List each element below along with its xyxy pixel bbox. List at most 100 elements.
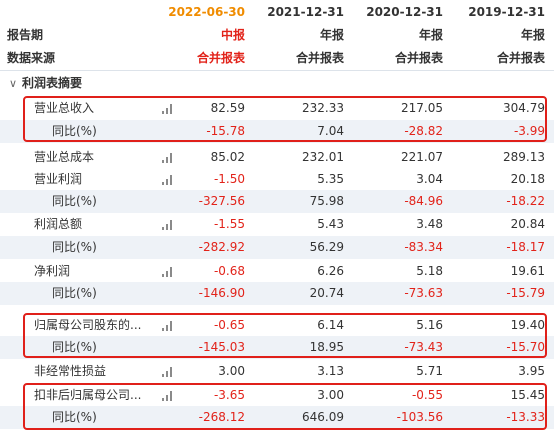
table-cell: -28.82 [404,124,443,138]
row-label: 同比(%) [52,194,97,208]
bar-chart-icon[interactable] [162,220,174,230]
table-row: 同比(%) -282.92 56.29 -83.34 -18.17 [0,236,554,259]
data-source: 合并报表 [196,51,245,65]
table-cell: -15.79 [506,286,545,300]
table-cell: -0.65 [213,318,245,332]
table-cell: -146.90 [198,286,245,300]
row-label: 营业利润 [34,172,83,186]
table-cell: 19.61 [510,264,545,278]
row-label: 营业总收入 [34,101,95,115]
row-label: 归属母公司股东的... [34,318,142,332]
report-type: 年报 [319,28,344,42]
report-type: 中报 [220,28,245,42]
table-cell: 18.95 [309,340,344,354]
table-cell: -84.96 [404,194,443,208]
row-label: 营业总成本 [34,150,95,164]
table-cell: -327.56 [198,194,245,208]
table-cell: -18.17 [506,240,545,254]
table-cell: -18.22 [506,194,545,208]
column-date[interactable]: 2022-06-30 [168,5,245,19]
header-divider [0,70,554,71]
row-label: 利润总额 [34,217,83,231]
table-cell: -103.56 [396,410,443,424]
table-cell: 646.09 [302,410,344,424]
table-cell: 3.00 [317,388,344,402]
data-source: 合并报表 [496,51,545,65]
table-cell: -282.92 [198,240,245,254]
header-report-period-row: 报告期 中报 年报 年报 年报 [0,24,554,47]
table-cell: 6.26 [317,264,344,278]
table-cell: 5.71 [416,364,443,378]
table-cell: 3.48 [416,217,443,231]
table-cell: 15.45 [510,388,545,402]
table-cell: 5.18 [416,264,443,278]
table-cell: -83.34 [404,240,443,254]
bar-chart-icon[interactable] [162,153,174,163]
table-cell: 217.05 [401,101,443,115]
highlight-box-deducted-np [23,383,547,430]
table-cell: -13.33 [506,410,545,424]
table-cell: -1.50 [213,172,245,186]
table-cell: 85.02 [210,150,245,164]
header-dates-row: 2022-06-30 2021-12-31 2020-12-31 2019-12… [0,1,554,24]
table-cell: 3.13 [317,364,344,378]
table-cell: 20.18 [510,172,545,186]
data-source: 合并报表 [394,51,443,65]
table-row: 归属母公司股东的... -0.65 6.14 5.16 19.40 [0,314,554,337]
bar-chart-icon[interactable] [162,367,174,377]
table-cell: 5.35 [317,172,344,186]
table-cell: 5.16 [416,318,443,332]
table-cell: 56.29 [309,240,344,254]
row-label: 同比(%) [52,240,97,254]
table-cell: -73.63 [404,286,443,300]
table-cell: 75.98 [309,194,344,208]
report-type: 年报 [418,28,443,42]
column-date[interactable]: 2021-12-31 [267,5,344,19]
table-cell: 82.59 [210,101,245,115]
bar-chart-icon[interactable] [162,267,174,277]
table-cell: -3.65 [213,388,245,402]
section-title: 利润表摘要 [22,76,83,90]
report-period-label: 报告期 [7,28,44,42]
table-cell: -0.55 [411,388,443,402]
bar-chart-icon[interactable] [162,321,174,331]
table-row: 扣非后归属母公司... -3.65 3.00 -0.55 15.45 [0,384,554,407]
table-cell: 3.95 [518,364,545,378]
table-row: 同比(%) -145.03 18.95 -73.43 -15.70 [0,336,554,359]
bar-chart-icon[interactable] [162,175,174,185]
table-cell: 20.84 [510,217,545,231]
bar-chart-icon[interactable] [162,391,174,401]
table-cell: -15.70 [506,340,545,354]
table-row: 同比(%) -327.56 75.98 -84.96 -18.22 [0,190,554,213]
table-cell: 19.40 [510,318,545,332]
table-cell: 5.43 [317,217,344,231]
table-row: 净利润 -0.68 6.26 5.18 19.61 [0,260,554,283]
data-source-label: 数据来源 [7,51,56,65]
row-label: 同比(%) [52,286,97,300]
data-source: 合并报表 [295,51,344,65]
row-label: 扣非后归属母公司... [34,388,142,402]
report-type: 年报 [520,28,545,42]
table-cell: 3.04 [416,172,443,186]
table-cell: -3.99 [513,124,545,138]
section-income-summary[interactable]: ∨ 利润表摘要 [0,72,554,95]
row-label: 同比(%) [52,340,97,354]
table-cell: -145.03 [198,340,245,354]
table-cell: 232.33 [302,101,344,115]
table-cell: 6.14 [317,318,344,332]
chevron-down-icon[interactable]: ∨ [9,77,18,90]
table-cell: 221.07 [401,150,443,164]
table-row: 同比(%) -15.78 7.04 -28.82 -3.99 [0,120,554,143]
table-row: 营业总收入 82.59 232.33 217.05 304.79 [0,97,554,120]
table-row: 非经常性损益 3.00 3.13 5.71 3.95 [0,360,554,383]
table-cell: 7.04 [317,124,344,138]
table-cell: -73.43 [404,340,443,354]
column-date[interactable]: 2019-12-31 [468,5,545,19]
table-row: 营业总成本 85.02 232.01 221.07 289.13 [0,146,554,169]
bar-chart-icon[interactable] [162,104,174,114]
table-cell: -15.78 [206,124,245,138]
table-row: 营业利润 -1.50 5.35 3.04 20.18 [0,168,554,191]
highlight-box-revenue [23,96,547,142]
column-date[interactable]: 2020-12-31 [366,5,443,19]
row-label: 同比(%) [52,410,97,424]
